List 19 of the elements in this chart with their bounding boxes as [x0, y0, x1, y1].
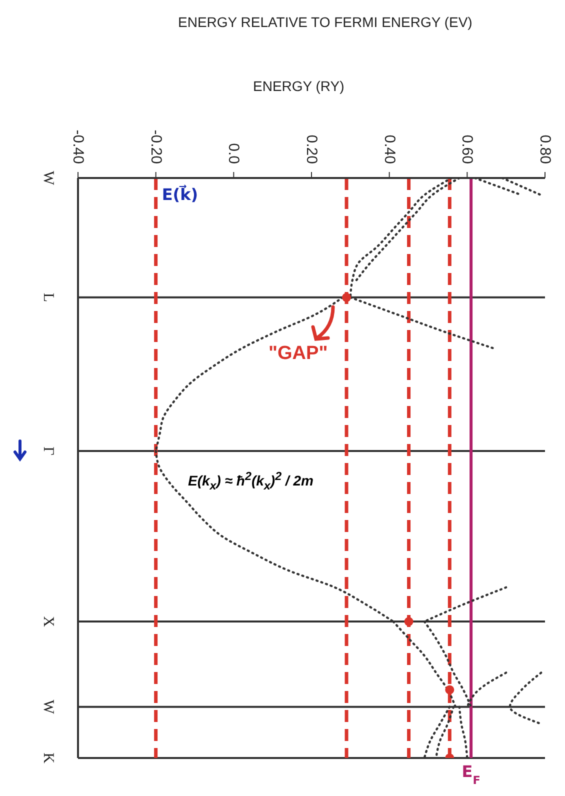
x-axis-title: ENERGY (RY) [253, 78, 344, 94]
x-tick-label: -0.20 [147, 130, 164, 164]
x-tick-label: 0.80 [536, 134, 554, 164]
x-tick-label: 0.60 [458, 134, 476, 164]
ref-line-label: E(k⃗) [162, 184, 198, 204]
y-tick-label: Γ [40, 446, 56, 456]
annotation: "GAP" [268, 343, 328, 366]
x-tick-label: 0.0 [225, 143, 242, 164]
y-tick-label: L [40, 292, 56, 302]
y-tick-label: W [40, 170, 56, 186]
ref-line-label: E$_{F}$ [462, 762, 480, 786]
y-tick-label: K [40, 752, 56, 764]
x-tick-label: -0.40 [70, 130, 86, 164]
y-tick-label: X [40, 616, 56, 628]
text: E(k$_{x}$) ≈ ħ$^{2}$(k$_{x}$)$^{2}$ / 2m [188, 470, 314, 492]
text: ENERGY RELATIVE TO FERMI ENERGY (EV) [178, 14, 472, 30]
y-tick-label: W [40, 700, 56, 715]
x-tick-label: 0.20 [303, 134, 320, 164]
x-tick-label: 0.40 [380, 134, 398, 164]
